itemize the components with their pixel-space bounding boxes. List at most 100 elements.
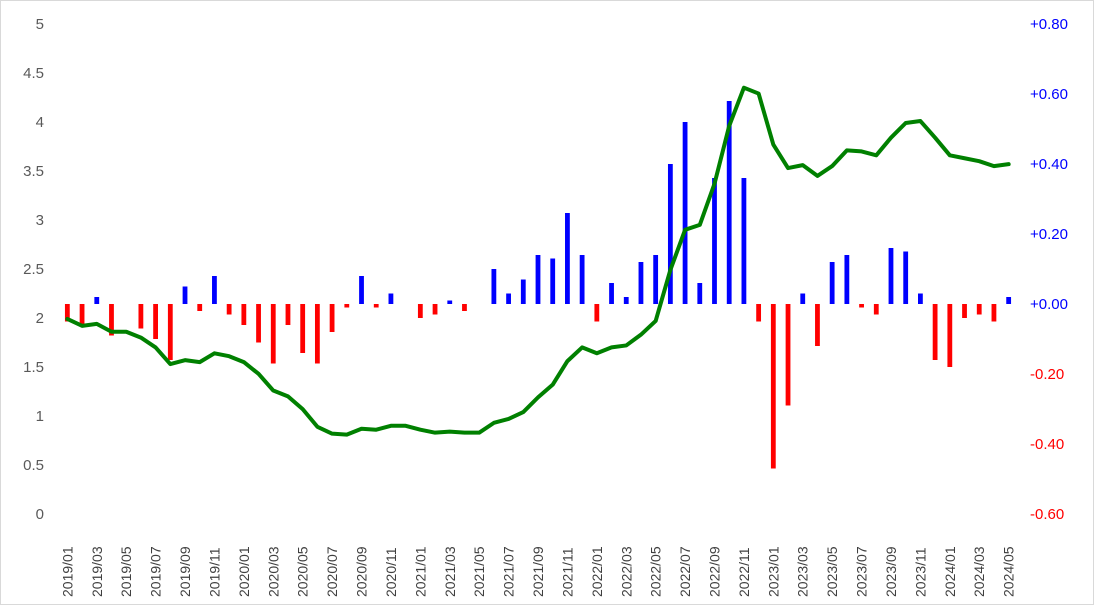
x-tick-label: 2019/11 <box>206 547 222 597</box>
x-axis: 2019/01 2019/03 2019/05 2019/07 2019/09 2019/… <box>59 546 1016 597</box>
bar-series-change <box>64 101 1012 469</box>
x-tick-label: 2022/01 <box>589 546 605 597</box>
bar-2021-02 <box>432 304 438 315</box>
x-tick-label: 2021/01 <box>412 546 428 597</box>
x-tick-label: 2019/07 <box>148 546 164 597</box>
right-tick-label: +0.40 <box>1030 156 1068 173</box>
bar-2023-11 <box>918 293 923 304</box>
bar-2022-10 <box>726 101 732 304</box>
bar-2019-02 <box>79 304 85 325</box>
bar-2019-04 <box>109 304 114 336</box>
left-tick-label: 2 <box>36 310 44 327</box>
bar-2021-09 <box>535 255 541 304</box>
right-tick-label: +0.80 <box>1030 16 1068 33</box>
x-tick-label: 2022/11 <box>736 547 752 597</box>
bar-2022-12 <box>756 304 762 322</box>
bar-2022-07 <box>682 122 688 304</box>
x-tick-label: 2020/01 <box>236 546 252 597</box>
x-tick-label: 2023/11 <box>912 547 928 597</box>
x-tick-label: 2019/05 <box>118 546 134 597</box>
bar-2020-11 <box>388 293 394 304</box>
bar-2023-07 <box>859 304 864 308</box>
left-tick-label: 0 <box>36 506 44 523</box>
x-tick-label: 2020/11 <box>383 547 399 597</box>
right-tick-label: +0.20 <box>1030 226 1068 243</box>
left-tick-label: 5 <box>36 16 44 33</box>
bar-2023-02 <box>785 304 791 406</box>
x-tick-label: 2023/05 <box>824 546 840 597</box>
bar-2023-04 <box>815 304 820 346</box>
x-tick-label: 2021/07 <box>501 546 517 597</box>
bar-2022-08 <box>697 283 703 304</box>
bar-2023-09 <box>888 248 894 304</box>
x-tick-label: 2022/05 <box>648 546 664 597</box>
right-tick-label: +0.00 <box>1030 296 1068 313</box>
bar-2024-03 <box>976 304 982 315</box>
x-tick-label: 2022/03 <box>618 546 634 597</box>
bar-2021-11 <box>565 213 570 304</box>
right-tick-label: -0.20 <box>1030 366 1064 383</box>
bar-2023-08 <box>873 304 879 315</box>
bar-2023-01 <box>770 304 776 469</box>
level-line <box>65 85 1011 437</box>
left-axis: 0 0.5 1 1.5 2 2.5 3 3.5 4 4.5 5 <box>23 16 44 523</box>
bar-2022-04 <box>638 262 644 304</box>
bar-2020-09 <box>359 276 364 304</box>
x-tick-label: 2023/09 <box>883 546 899 597</box>
bar-2024-04 <box>991 304 997 322</box>
x-tick-label: 2021/09 <box>530 546 546 597</box>
bar-2022-09 <box>712 178 717 304</box>
left-tick-label: 4 <box>36 114 44 131</box>
bar-2019-06 <box>138 304 144 329</box>
bar-2019-11 <box>212 276 217 304</box>
right-tick-label: -0.40 <box>1030 436 1064 453</box>
bar-2023-05 <box>829 262 835 304</box>
bar-2019-09 <box>182 286 188 304</box>
bar-2022-11 <box>741 178 747 304</box>
left-tick-label: 2.5 <box>23 261 44 278</box>
bar-2023-10 <box>903 251 909 304</box>
bar-2022-02 <box>609 283 614 304</box>
x-tick-label: 2021/11 <box>559 547 575 597</box>
bar-2024-05 <box>1006 297 1012 304</box>
left-tick-label: 1 <box>36 408 44 425</box>
x-tick-label: 2022/07 <box>677 546 693 597</box>
bar-2019-10 <box>197 304 203 311</box>
bar-2020-02 <box>256 304 261 343</box>
bar-2024-01 <box>947 304 953 367</box>
bar-2020-03 <box>270 304 276 364</box>
left-tick-label: 1.5 <box>23 359 44 376</box>
bar-2022-05 <box>653 255 659 304</box>
left-tick-label: 4.5 <box>23 65 44 82</box>
bar-2021-01 <box>417 304 423 318</box>
bar-2023-03 <box>800 293 806 304</box>
x-tick-label: 2021/03 <box>442 546 458 597</box>
x-tick-label: 2022/09 <box>706 546 722 597</box>
bar-2021-10 <box>550 258 556 304</box>
right-tick-label: -0.60 <box>1030 506 1064 523</box>
left-tick-label: 0.5 <box>23 457 44 474</box>
right-axis: -0.60 -0.40 -0.20 +0.00 +0.20 +0.40 +0.60 +0.80 <box>1030 16 1068 523</box>
x-tick-label: 2023/07 <box>854 546 870 597</box>
x-tick-label: 2020/05 <box>295 546 311 597</box>
bar-2020-08 <box>344 304 350 308</box>
right-tick-label: +0.60 <box>1030 86 1068 103</box>
bar-2022-01 <box>594 304 600 322</box>
x-tick-label: 2019/03 <box>89 546 105 597</box>
bar-2020-10 <box>373 304 379 308</box>
x-tick-label: 2021/05 <box>471 546 487 597</box>
bar-2021-08 <box>520 279 526 304</box>
bar-2020-05 <box>300 304 306 353</box>
x-tick-label: 2020/09 <box>354 546 370 597</box>
bar-2019-12 <box>226 304 232 315</box>
left-tick-label: 3 <box>36 212 44 229</box>
x-tick-label: 2024/05 <box>1001 546 1017 597</box>
bar-2020-01 <box>241 304 247 325</box>
bar-2021-07 <box>506 293 511 304</box>
x-tick-label: 2024/03 <box>971 546 987 597</box>
bar-2022-06 <box>667 164 673 304</box>
bar-2021-03 <box>447 300 453 304</box>
